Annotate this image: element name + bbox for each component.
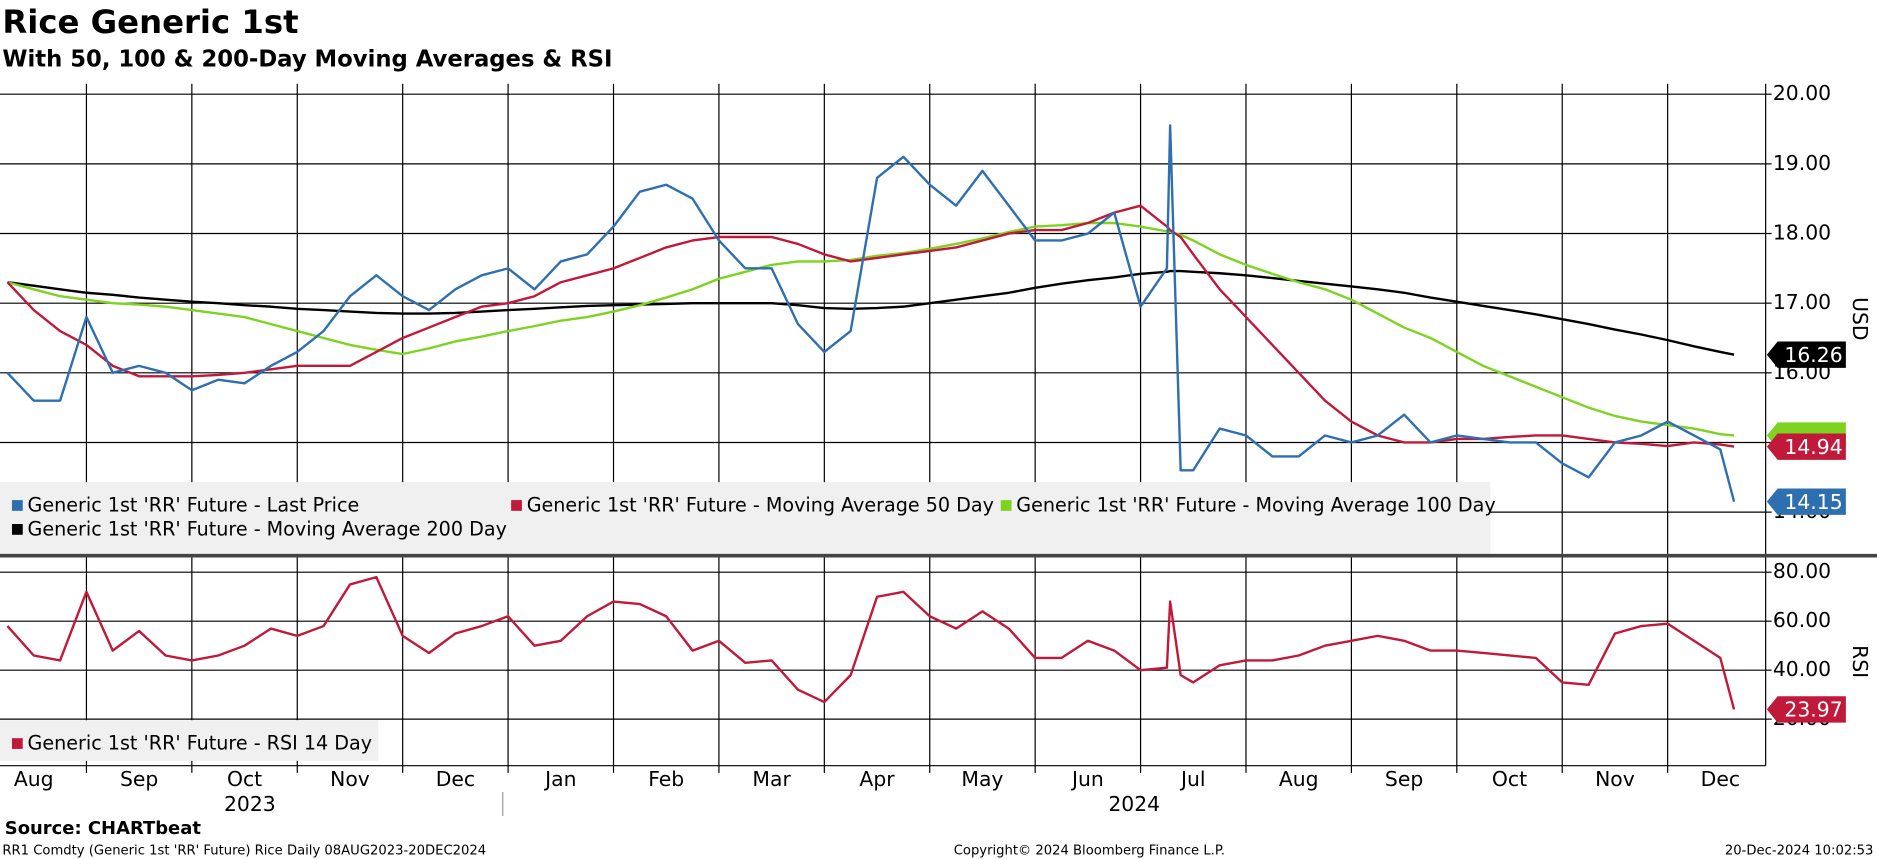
copyright: Copyright© 2024 Bloomberg Finance L.P. [954, 844, 1225, 859]
last-value-label: 14.15 [1784, 490, 1842, 514]
last-value-label: 23.97 [1784, 698, 1842, 722]
y-tick-label: 20.00 [1773, 81, 1831, 105]
legend-label: Generic 1st 'RR' Future - Moving Average… [28, 517, 507, 540]
footer-info: RR1 Comdty (Generic 1st 'RR' Future) Ric… [2, 844, 486, 859]
y-axis-label: USD [1848, 297, 1872, 340]
y-tick-label: 80.00 [1773, 559, 1831, 583]
legend-swatch [1000, 500, 1012, 511]
legend-swatch [11, 500, 23, 511]
x-tick-label: Aug [14, 767, 54, 791]
last-value-box [1766, 488, 1846, 515]
x-tick-label: Nov [1595, 767, 1635, 791]
legend-label: Generic 1st 'RR' Future - Moving Average… [527, 494, 994, 517]
year-label: 2023 [224, 792, 276, 816]
legend-swatch [11, 738, 23, 749]
y-tick-label: 60.00 [1773, 608, 1831, 632]
legend-box [0, 720, 379, 761]
series-line [6, 204, 1735, 448]
year-label: 2024 [1108, 792, 1160, 816]
legend-swatch [11, 524, 23, 535]
legend-label: Generic 1st 'RR' Future - RSI 14 Day [28, 732, 373, 755]
x-tick-label: Feb [648, 767, 684, 791]
timestamp: 20-Dec-2024 10:02:53 [1725, 844, 1873, 859]
y-tick-label: 40.00 [1773, 657, 1831, 681]
y-tick-label: 19.00 [1773, 151, 1831, 175]
x-tick-label: Jun [1070, 767, 1104, 791]
x-tick-label: Oct [227, 767, 262, 791]
x-tick-label: May [961, 767, 1003, 791]
x-tick-label: Sep [120, 767, 158, 791]
series-line [7, 221, 1735, 437]
legend-swatch [511, 500, 522, 511]
y-tick-label: 18.00 [1773, 221, 1831, 245]
source: Source: CHARTbeat [5, 818, 202, 839]
y-tick-label: 17.00 [1773, 290, 1831, 314]
x-tick-label: Dec [1701, 767, 1740, 791]
last-value-box [1766, 341, 1846, 368]
series-line [7, 269, 1735, 356]
y-axis-label: RSI [1848, 645, 1872, 678]
x-tick-label: Aug [1279, 767, 1319, 791]
series-line [6, 575, 1736, 710]
x-tick-label: Sep [1385, 767, 1423, 791]
last-value-box [1766, 696, 1846, 723]
x-tick-label: Jul [1179, 767, 1206, 791]
x-tick-label: Jan [543, 767, 576, 791]
last-value-label: 16.26 [1784, 343, 1842, 367]
x-tick-label: Apr [859, 767, 895, 791]
last-value-box [1766, 433, 1846, 460]
series-line [6, 124, 1736, 502]
legend-label: Generic 1st 'RR' Future - Moving Average… [1016, 494, 1495, 517]
x-tick-label: Mar [752, 767, 791, 791]
chart-subtitle: With 50, 100 & 200-Day Moving Averages &… [2, 46, 612, 72]
legend-label: Generic 1st 'RR' Future - Last Price [28, 494, 360, 517]
x-tick-label: Oct [1492, 767, 1527, 791]
x-tick-label: Nov [330, 767, 370, 791]
last-value-label: 14.94 [1784, 435, 1842, 459]
x-tick-label: Dec [436, 767, 475, 791]
legend-box [0, 482, 1491, 554]
chart-title: Rice Generic 1st [2, 3, 298, 41]
